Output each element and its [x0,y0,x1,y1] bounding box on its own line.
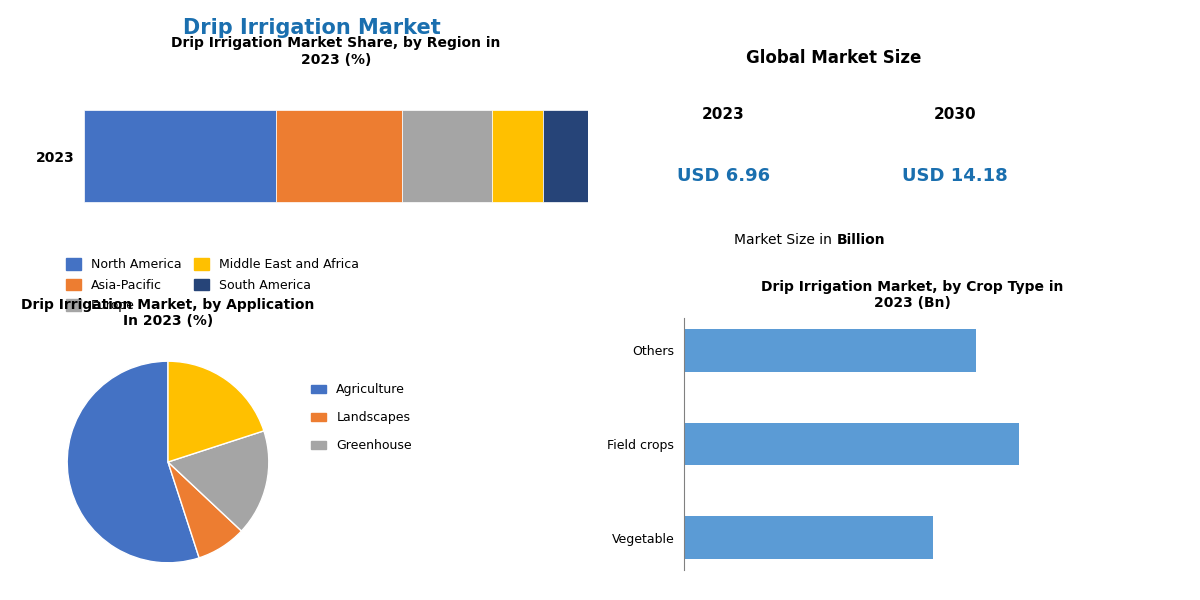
Text: Drip Irrigation Market: Drip Irrigation Market [184,18,440,38]
Bar [84,110,276,202]
Bar [684,329,976,371]
Bar [492,110,542,202]
Text: Billion: Billion [836,233,886,247]
Text: USD 14.18: USD 14.18 [902,167,1008,185]
Text: 2030: 2030 [934,107,977,122]
Bar [684,517,934,559]
Wedge shape [168,361,264,462]
Wedge shape [67,361,199,563]
Bar [276,110,402,202]
Wedge shape [168,431,269,531]
Legend: North America, Asia-Pacific, Europe, Middle East and Africa, South America: North America, Asia-Pacific, Europe, Mid… [66,258,359,312]
Text: 2023: 2023 [702,107,745,122]
Legend: Agriculture, Landscapes, Greenhouse: Agriculture, Landscapes, Greenhouse [306,378,416,457]
Title: Drip Irrigation Market Share, by Region in
2023 (%): Drip Irrigation Market Share, by Region … [172,37,500,67]
Bar [542,110,588,202]
Title: Drip Irrigation Market, by Application
In 2023 (%): Drip Irrigation Market, by Application I… [22,298,314,328]
Wedge shape [168,462,241,558]
Text: USD 6.96: USD 6.96 [677,167,770,185]
Text: Global Market Size: Global Market Size [746,49,922,67]
Bar [684,423,1019,465]
Bar [402,110,492,202]
Text: Market Size in: Market Size in [734,233,836,247]
Title: Drip Irrigation Market, by Crop Type in
2023 (Bn): Drip Irrigation Market, by Crop Type in … [761,280,1063,310]
